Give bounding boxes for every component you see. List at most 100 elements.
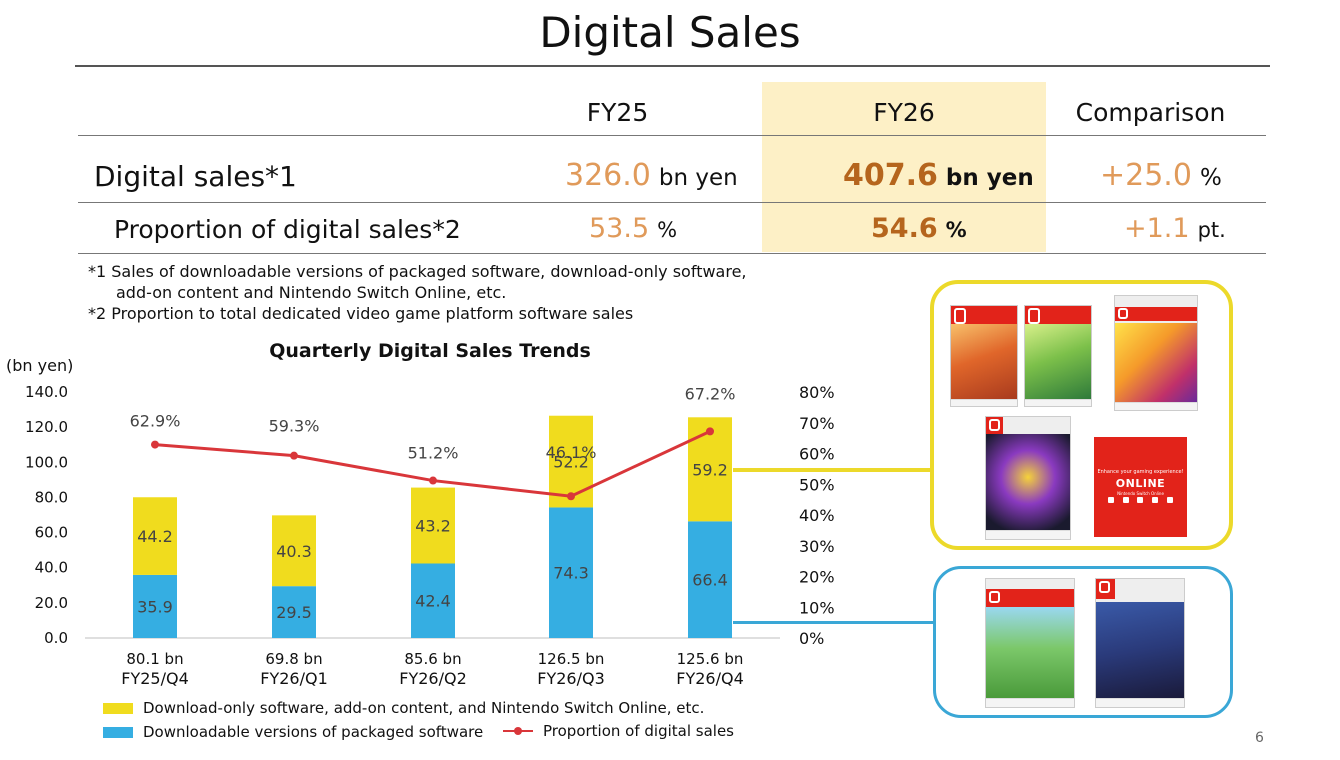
page-number: 6 [1255, 730, 1264, 746]
bar-label-packaged: 66.4 [692, 571, 728, 590]
proportion-label: 46.1% [546, 443, 597, 462]
header-fy26: FY26 [762, 98, 1046, 127]
y-tick-label: 20.0 [35, 594, 68, 612]
unit: bn yen [659, 165, 738, 191]
bar-total-label: 85.6 bn [404, 650, 461, 668]
y2-tick-label: 40% [799, 506, 835, 525]
pokemon-leafgreen-package-image [1024, 305, 1092, 407]
category-label: FY26/Q3 [537, 669, 605, 688]
table-rule-header [78, 135, 1266, 136]
unit: % [657, 218, 677, 242]
bar-total-label: 69.8 bn [265, 650, 322, 668]
proportion-line [155, 431, 710, 496]
proportion-point [429, 477, 437, 485]
category-label: FY26/Q2 [399, 669, 467, 688]
y-tick-label: 100.0 [25, 453, 68, 471]
legend-label: Proportion of digital sales [543, 722, 734, 740]
y2-tick-label: 20% [799, 568, 835, 587]
proportion-fy26: 54.6% [871, 213, 967, 244]
bar-label-download-only: 44.2 [137, 527, 173, 546]
footnote-1-cont: add-on content and Nintendo Switch Onlin… [116, 283, 506, 302]
pokemon-game-add-on-image [985, 416, 1071, 540]
pokemon-firered-package-image [950, 305, 1018, 407]
proportion-point [567, 492, 575, 500]
digital-sales-comparison: +25.0% [1100, 158, 1222, 193]
y-tick-label: 0.0 [44, 629, 68, 647]
y-tick-label: 60.0 [35, 524, 68, 542]
proportion-label: 67.2% [685, 384, 736, 403]
blue-connector-line [733, 621, 935, 624]
online-tagline: Enhance your gaming experience! [1094, 469, 1187, 475]
y2-tick-label: 0% [799, 629, 824, 648]
bar-label-download-only: 59.2 [692, 460, 728, 479]
legend-item-proportion: Proportion of digital sales [503, 722, 734, 740]
bar-total-label: 126.5 bn [538, 650, 605, 668]
value: 407.6 [843, 158, 938, 193]
legend-item-download-only: Download-only software, add-on content, … [103, 699, 704, 717]
digital-sales-fy25: 326.0 bn yen [565, 158, 738, 193]
header-fy25: FY25 [545, 98, 690, 127]
bar-label-download-only: 43.2 [415, 517, 451, 536]
y2-tick-label: 30% [799, 537, 835, 556]
online-sub: Nintendo Switch Online [1094, 491, 1187, 496]
category-label: FY25/Q4 [121, 669, 189, 688]
nintendo-switch-online-card-image: Enhance your gaming experience! ONLINE N… [1094, 437, 1187, 537]
unit: % [946, 218, 967, 242]
title-divider [75, 65, 1270, 67]
value: 326.0 [565, 158, 651, 193]
category-label: FY26/Q4 [676, 669, 744, 688]
table-rule-mid [78, 202, 1266, 203]
legend-swatch-blue [103, 727, 133, 738]
y-tick-label: 40.0 [35, 559, 68, 577]
legend-swatch-yellow [103, 703, 133, 714]
unit: pt. [1198, 218, 1226, 242]
online-icons [1104, 497, 1177, 505]
proportion-label: 62.9% [130, 412, 181, 431]
legend-label: Downloadable versions of packaged softwa… [143, 723, 483, 741]
proportion-point [151, 441, 159, 449]
category-label: FY26/Q1 [260, 669, 328, 688]
value: +25.0 [1100, 158, 1192, 193]
proportion-point [290, 452, 298, 460]
proportion-label: 51.2% [408, 444, 459, 463]
y2-tick-label: 80% [799, 383, 835, 402]
online-brand: ONLINE [1094, 477, 1187, 490]
table-rule-bottom [78, 253, 1266, 254]
y-tick-label: 80.0 [35, 488, 68, 506]
bar-label-packaged: 35.9 [137, 597, 173, 616]
slide-title: Digital Sales [0, 8, 1340, 57]
proportion-label: 59.3% [269, 417, 320, 436]
y2-tick-label: 60% [799, 445, 835, 464]
value: +1.1 [1124, 213, 1190, 244]
row-label-digital-sales: Digital sales*1 [94, 160, 297, 193]
legend-item-packaged: Downloadable versions of packaged softwa… [103, 723, 483, 741]
unit: bn yen [946, 165, 1034, 191]
y2-tick-label: 50% [799, 475, 835, 494]
proportion-point [706, 427, 714, 435]
y-tick-label: 140.0 [25, 383, 68, 401]
bar-label-packaged: 29.5 [276, 603, 312, 622]
footnote-2: *2 Proportion to total dedicated video g… [88, 304, 633, 323]
legend-swatch-line [503, 724, 533, 738]
yellow-connector-line [733, 468, 933, 472]
bar-label-packaged: 74.3 [553, 564, 589, 583]
chart-title: Quarterly Digital Sales Trends [190, 340, 670, 362]
y-tick-label: 120.0 [25, 418, 68, 436]
header-comparison: Comparison [1058, 98, 1243, 127]
bar-total-label: 80.1 bn [126, 650, 183, 668]
y2-tick-label: 10% [799, 598, 835, 617]
quarterly-digital-sales-chart: 0.0 20.0 40.0 60.0 80.0 100.0 120.0 140.0 0% 10% 2… [0, 370, 900, 700]
mario-party-upgrade-pack-image [1114, 295, 1198, 411]
y2-tick-label: 70% [799, 414, 835, 433]
bar-label-download-only: 40.3 [276, 542, 312, 561]
footnote-1: *1 Sales of downloadable versions of pac… [88, 262, 747, 281]
unit: % [1200, 165, 1222, 191]
pokopia-full-game-download-image [985, 578, 1075, 708]
digital-sales-fy26: 407.6 bn yen [843, 158, 1034, 193]
row-label-proportion: Proportion of digital sales*2 [114, 215, 461, 244]
proportion-comparison: +1.1 pt. [1124, 213, 1226, 244]
bar-total-label: 125.6 bn [677, 650, 744, 668]
proportion-fy25: 53.5% [589, 213, 677, 244]
pokemon-full-game-download-image [1095, 578, 1185, 708]
legend-label: Download-only software, add-on content, … [143, 699, 704, 717]
